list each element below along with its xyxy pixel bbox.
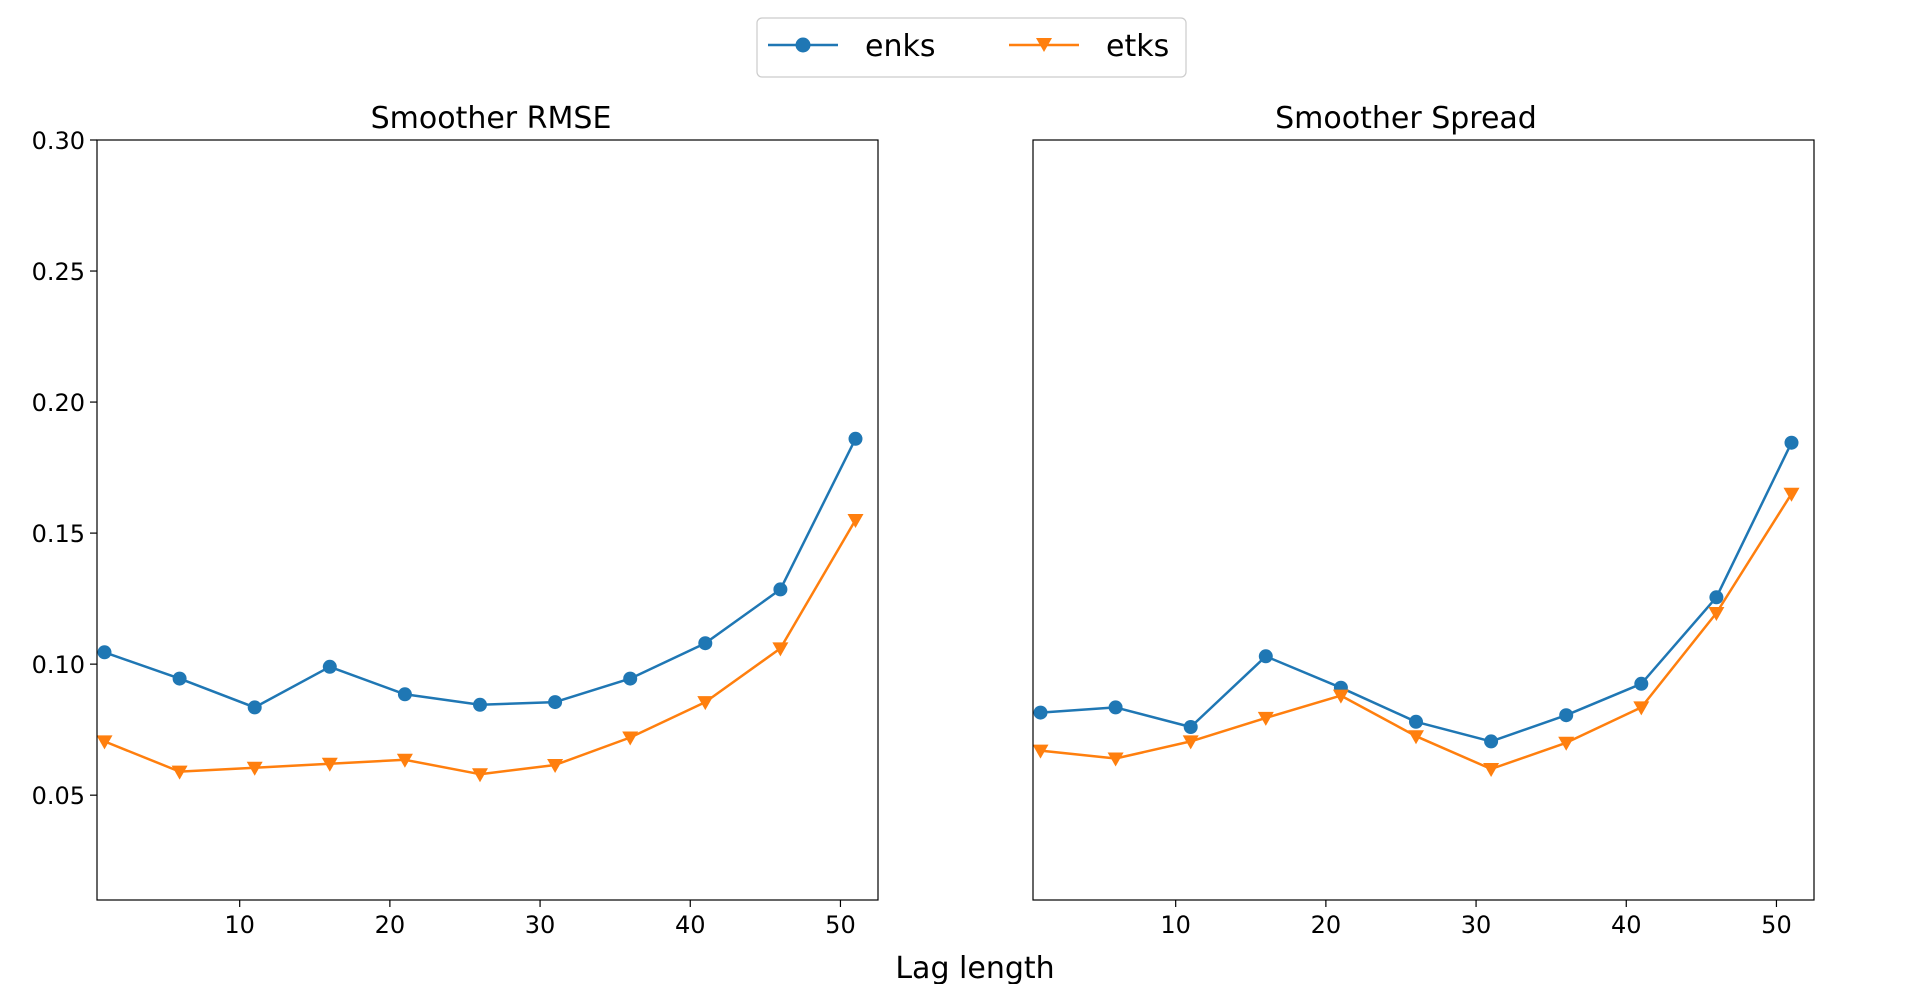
y-ticks: 0.05 0.10 0.15 0.20 0.25 0.30 [32,127,97,810]
y-tick-label: 0.25 [32,258,85,286]
point-enks [473,697,487,712]
point-etks [246,761,263,776]
x-tick-label: 10 [1160,911,1191,939]
point-enks [848,431,863,446]
point-enks [1484,734,1499,749]
point-enks [322,659,337,674]
point-etks [1408,730,1424,745]
y-tick-label: 0.10 [32,651,85,679]
point-etks [396,753,413,768]
y-tick-label: 0.30 [32,127,85,155]
legend-marker-etks [1036,38,1052,52]
point-enks [1258,649,1273,664]
panel-title: Smoother Spread [1275,101,1537,136]
x-tick-label: 10 [224,911,255,939]
point-enks [548,695,563,710]
point-etks [847,514,864,528]
point-enks [623,671,638,686]
point-etks [1483,763,1500,777]
plot-frame [96,139,879,901]
point-etks [772,642,789,657]
point-enks [773,582,788,597]
plot-frame [1032,139,1815,901]
legend-frame [756,17,1187,78]
point-enks [698,636,713,651]
point-etks [96,735,113,750]
y-tick-label: 0.20 [32,389,85,417]
point-etks [472,768,488,783]
point-enks [1183,720,1198,734]
point-etks [1332,689,1349,704]
point-enks [1108,700,1123,715]
y-tick-label: 0.15 [32,520,85,548]
point-enks [1784,435,1799,450]
point-enks [397,687,412,702]
series-group [1032,435,1800,777]
point-etks [622,731,639,746]
point-enks [1409,714,1423,729]
point-etks [697,696,714,711]
point-etks [321,757,338,772]
point-etks [1107,752,1124,767]
y-tick-label: 0.05 [32,782,85,810]
legend-marker-enks [795,37,811,53]
x-tick-label: 30 [525,911,556,939]
x-ticks: 10 20 30 40 50 [224,900,856,939]
point-enks [172,671,187,686]
legend: enks etks [756,17,1187,78]
point-etks [1182,735,1199,750]
x-tick-label: 50 [825,911,856,939]
panel-title: Smoother RMSE [371,101,612,136]
legend-label-etks: etks [1106,29,1169,64]
x-ticks: 10 20 30 40 50 [1160,900,1792,939]
point-etks [1257,711,1274,726]
point-enks [247,700,262,715]
x-tick-label: 40 [1611,911,1642,939]
legend-label-enks: enks [865,29,935,64]
point-enks [1033,705,1048,720]
point-enks [1559,708,1574,723]
panel-smoother-spread: Smoother Spread 10 20 30 40 50 [1032,101,1815,939]
x-tick-label: 30 [1461,911,1492,939]
point-enks [1634,676,1649,691]
series-group [96,431,864,783]
point-etks [1783,487,1800,502]
x-tick-label: 50 [1761,911,1792,939]
x-axis-label: Lag length [895,951,1054,984]
x-tick-label: 40 [675,911,706,939]
point-etks [171,765,188,780]
point-enks [1709,590,1724,605]
x-tick-label: 20 [375,911,406,939]
point-etks [1558,736,1575,751]
panel-smoother-rmse: Smoother RMSE 10 20 30 40 50 0.05 0.10 0.15 0.2… [32,101,879,939]
point-etks [1633,701,1650,716]
point-etks [1708,607,1725,621]
point-etks [1032,744,1049,759]
point-etks [547,759,564,773]
x-tick-label: 20 [1311,911,1342,939]
point-enks [97,645,112,660]
